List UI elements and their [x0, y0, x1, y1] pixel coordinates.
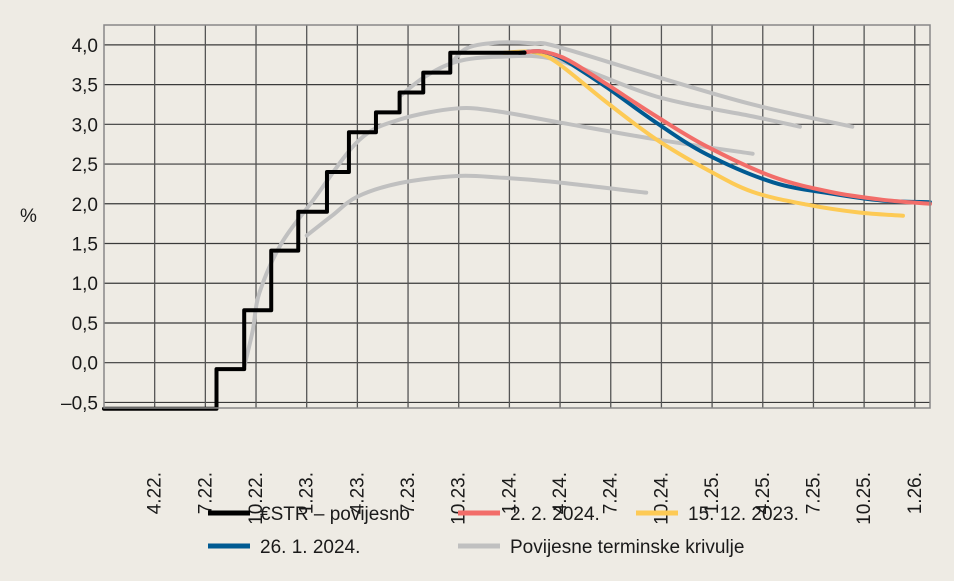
x-tick-label: 1.25. [702, 472, 723, 514]
plot-frame [103, 24, 931, 409]
legend-label: 26. 1. 2024. [260, 537, 360, 558]
legend-label: 2. 2. 2024. [510, 504, 600, 525]
y-tick-label: 2,5 [72, 155, 98, 176]
legend-item: 26. 1. 2024. [208, 537, 360, 558]
x-tick-label: 1.26. [905, 472, 926, 514]
y-tick-label: –0,5 [61, 393, 98, 414]
legend-item: Povijesne terminske krivulje [458, 537, 744, 558]
series-layer [102, 40, 932, 411]
series-line-hist3 [397, 53, 802, 129]
y-tick-label: 0,0 [72, 354, 98, 375]
legend: €STR – povijesno 2. 2. 2024. 15. 12. 2023.… [208, 504, 799, 558]
y-tick-label: 2,0 [72, 195, 98, 216]
x-tick-labels: 4.22. 7.22. 10.22. 1.23. 4.23. 7.23. 10.23. 1.2… [145, 472, 926, 525]
x-tick-label: 7.22. [195, 472, 216, 514]
x-tick-label: 1.24. [499, 472, 520, 514]
y-tick-labels: 4,0 3,5 3,0 2,5 2,0 1,5 1,0 0,5 0,0 –0,5 [61, 36, 98, 415]
legend-label: Povijesne terminske krivulje [510, 537, 744, 558]
series-line-hist1 [242, 106, 755, 369]
x-tick-label: 7.23. [398, 472, 419, 514]
x-tick-label: 7.24. [601, 472, 622, 514]
y-tick-label: 3,5 [72, 76, 98, 97]
series-line-hist4 [448, 40, 855, 129]
x-tick-label: 7.25. [803, 472, 824, 514]
series-line-estr [102, 50, 527, 411]
x-tick-label: 10.23. [449, 472, 470, 525]
x-tick-label: 10.24. [651, 472, 672, 525]
x-tick-label: 1.23. [297, 472, 318, 514]
y-tick-label: 1,5 [72, 235, 98, 256]
x-tick-label: 4.25. [753, 472, 774, 514]
legend-item: €STR – povijesno [208, 504, 410, 525]
series-line-feb2 [524, 49, 932, 206]
series-line-dec15 [502, 49, 905, 218]
x-tick-label: 10.22. [246, 472, 267, 525]
y-tick-label: 4,0 [72, 36, 98, 57]
legend-label: 15. 12. 2023. [688, 504, 799, 525]
x-tick-label: 10.25. [854, 472, 875, 525]
grid [104, 25, 930, 408]
y-axis-label: % [20, 206, 37, 227]
x-tick-label: 4.23. [347, 472, 368, 514]
y-tick-label: 0,5 [72, 314, 98, 335]
legend-label: €STR – povijesno [260, 504, 410, 525]
legend-item: 15. 12. 2023. [636, 504, 799, 525]
x-tick-label: 4.24. [550, 472, 571, 514]
series-line-hist2 [304, 173, 649, 238]
y-tick-label: 1,0 [72, 274, 98, 295]
legend-item: 2. 2. 2024. [458, 504, 600, 525]
y-tick-label: 3,0 [72, 115, 98, 136]
x-tick-label: 4.22. [145, 472, 166, 514]
